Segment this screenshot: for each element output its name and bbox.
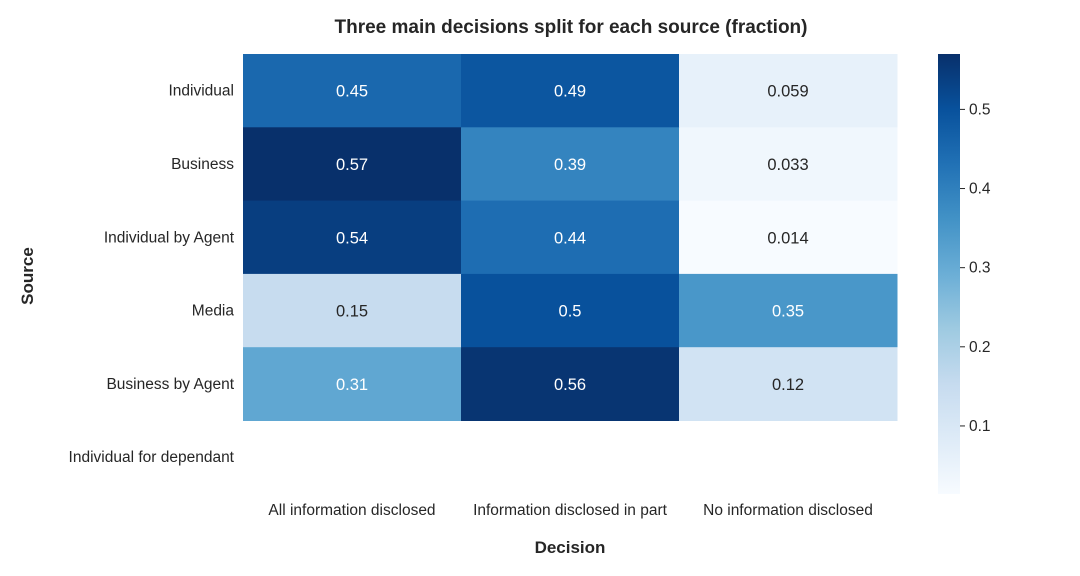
x-tick-label: All information disclosed (268, 502, 435, 519)
heatmap-cell (679, 347, 898, 421)
heatmap-cell (461, 127, 680, 202)
heatmap-cell (243, 273, 462, 348)
cell-value-label: 0.39 (554, 156, 586, 174)
colorbar-tick-label: 0.3 (969, 260, 991, 277)
cell-value-label: 0.44 (554, 229, 586, 247)
chart-title: Three main decisions split for each sour… (334, 17, 807, 38)
heatmap-cell (461, 54, 680, 128)
cell-value-label: 0.12 (772, 376, 804, 394)
heatmap-cell (243, 347, 462, 421)
heatmap-cell (679, 127, 898, 202)
cell-value-label: 0.014 (767, 229, 808, 247)
cell-value-label: 0.56 (554, 376, 586, 394)
cell-value-label: 0.033 (767, 156, 808, 174)
y-tick-labels: Individual Business Individual by Agent Med… (69, 83, 235, 466)
heatmap-cell (679, 200, 898, 275)
heatmap-cell (679, 273, 898, 348)
cell-value-label: 0.5 (559, 303, 582, 321)
colorbar-tick-label: 0.4 (969, 181, 991, 198)
colorbar-ticks: 0.1 0.2 0.3 0.4 0.5 (960, 101, 991, 435)
y-axis-label: Source (18, 247, 37, 305)
cell-value-label: 0.15 (336, 303, 368, 321)
y-tick-label: Individual for dependant (69, 449, 235, 466)
y-tick-label: Individual by Agent (104, 229, 235, 246)
x-tick-label: Information disclosed in part (473, 502, 668, 519)
cell-value-label: 0.54 (336, 229, 368, 247)
heatmap-cell (679, 54, 898, 128)
y-tick-label: Media (192, 303, 235, 320)
colorbar-tick-label: 0.2 (969, 339, 991, 356)
cell-value-label: 0.45 (336, 83, 368, 101)
cell-value-label: 0.059 (767, 83, 808, 101)
y-tick-label: Business (171, 156, 234, 173)
y-tick-label: Individual (169, 83, 235, 100)
cell-value-label: 0.49 (554, 83, 586, 101)
heatmap-cell (461, 347, 680, 421)
y-tick-label: Business by Agent (106, 376, 234, 393)
heatmap-cell (243, 127, 462, 202)
x-axis-label: Decision (535, 538, 606, 557)
x-tick-label: No information disclosed (703, 502, 873, 519)
x-tick-labels: All information disclosed Information dis… (268, 502, 872, 519)
colorbar (938, 54, 960, 494)
heatmap-cell (461, 200, 680, 275)
colorbar-tick-label: 0.1 (969, 418, 991, 435)
heatmap-cell (461, 273, 680, 348)
heatmap-cell (243, 200, 462, 275)
heatmap-cells: 0.45 0.49 0.059 0.57 0.39 0.033 0.54 0.44 0.014 0… (243, 54, 898, 421)
colorbar-tick-label: 0.5 (969, 101, 991, 118)
heatmap-cell (243, 54, 462, 128)
cell-value-label: 0.35 (772, 303, 804, 321)
cell-value-label: 0.57 (336, 156, 368, 174)
cell-value-label: 0.31 (336, 376, 368, 394)
